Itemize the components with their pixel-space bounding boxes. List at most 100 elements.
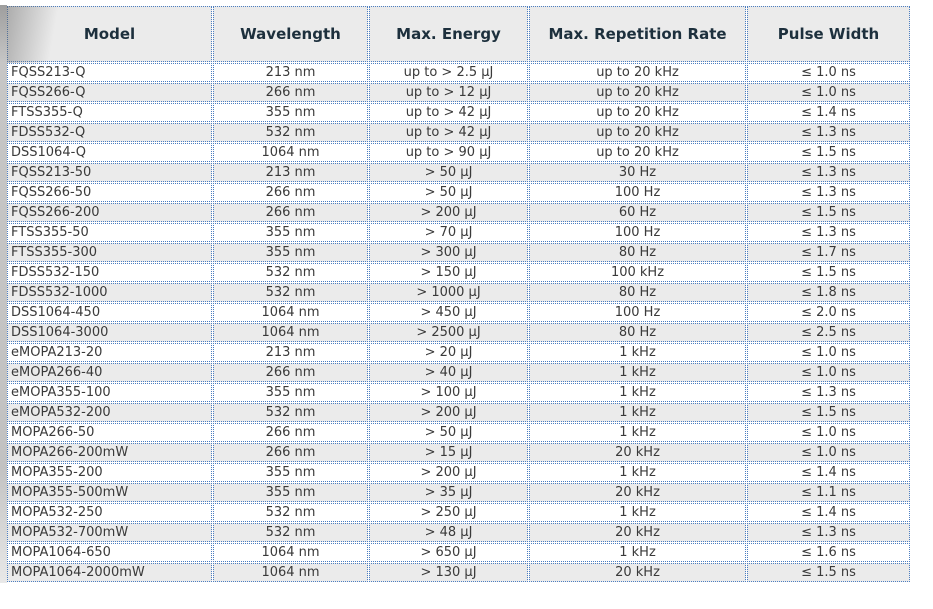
- table-cell: 266 nm: [213, 363, 368, 382]
- table-cell: 80 Hz: [529, 323, 746, 342]
- table-cell: > 200 µJ: [369, 463, 528, 482]
- table-cell: ≤ 1.5 ns: [747, 203, 910, 222]
- table-cell: 1 kHz: [529, 383, 746, 402]
- table-cell: 1064 nm: [213, 323, 368, 342]
- table-cell: 266 nm: [213, 443, 368, 462]
- table-cell: ≤ 1.4 ns: [747, 103, 910, 122]
- model-cell: MOPA355-200: [7, 463, 212, 482]
- table-cell: 532 nm: [213, 123, 368, 142]
- table-cell: > 40 µJ: [369, 363, 528, 382]
- table-cell: 213 nm: [213, 163, 368, 182]
- column-header-pulse-width: Pulse Width: [747, 6, 910, 62]
- model-cell: MOPA1064-650: [7, 543, 212, 562]
- table-row: MOPA266-50 266 nm > 50 µJ 1 kHz ≤ 1.0 ns: [7, 423, 910, 442]
- table-cell: ≤ 2.0 ns: [747, 303, 910, 322]
- table-cell: up to 20 kHz: [529, 83, 746, 102]
- table-cell: 266 nm: [213, 183, 368, 202]
- table-cell: ≤ 1.8 ns: [747, 283, 910, 302]
- table-cell: > 300 µJ: [369, 243, 528, 262]
- table-cell: ≤ 1.5 ns: [747, 143, 910, 162]
- table-cell: up to 20 kHz: [529, 143, 746, 162]
- table-cell: > 450 µJ: [369, 303, 528, 322]
- table-cell: up to > 90 µJ: [369, 143, 528, 162]
- table-cell: 1064 nm: [213, 563, 368, 582]
- table-row: eMOPA532-200 532 nm > 200 µJ 1 kHz ≤ 1.5 ns: [7, 403, 910, 422]
- table-cell: ≤ 1.1 ns: [747, 483, 910, 502]
- page-edge-shadow: [0, 5, 7, 583]
- table-cell: > 35 µJ: [369, 483, 528, 502]
- table-cell: ≤ 1.6 ns: [747, 543, 910, 562]
- table-cell: ≤ 1.5 ns: [747, 263, 910, 282]
- table-cell: up to > 42 µJ: [369, 103, 528, 122]
- column-header-wavelength: Wavelength: [213, 6, 368, 62]
- table-cell: 20 kHz: [529, 563, 746, 582]
- table-cell: > 200 µJ: [369, 403, 528, 422]
- table-cell: 100 Hz: [529, 183, 746, 202]
- table-cell: up to 20 kHz: [529, 123, 746, 142]
- table-cell: 20 kHz: [529, 523, 746, 542]
- table-row: DSS1064-3000 1064 nm > 2500 µJ 80 Hz ≤ 2.5 n…: [7, 323, 910, 342]
- column-header-model: Model: [7, 6, 212, 62]
- table-row: FDSS532-150 532 nm > 150 µJ 100 kHz ≤ 1.5 ns: [7, 263, 910, 282]
- table-cell: > 15 µJ: [369, 443, 528, 462]
- table-cell: ≤ 1.3 ns: [747, 123, 910, 142]
- table-cell: > 20 µJ: [369, 343, 528, 362]
- table-cell: > 2500 µJ: [369, 323, 528, 342]
- model-cell: eMOPA532-200: [7, 403, 212, 422]
- table-cell: 80 Hz: [529, 243, 746, 262]
- table-cell: ≤ 1.3 ns: [747, 523, 910, 542]
- table-cell: ≤ 1.0 ns: [747, 443, 910, 462]
- table-cell: 355 nm: [213, 463, 368, 482]
- table-cell: 1 kHz: [529, 463, 746, 482]
- table-cell: 532 nm: [213, 283, 368, 302]
- model-cell: FQSS266-50: [7, 183, 212, 202]
- table-cell: ≤ 1.0 ns: [747, 63, 910, 82]
- model-cell: DSS1064-3000: [7, 323, 212, 342]
- model-cell: MOPA532-250: [7, 503, 212, 522]
- table-cell: 355 nm: [213, 243, 368, 262]
- table-cell: ≤ 1.0 ns: [747, 83, 910, 102]
- table-cell: 532 nm: [213, 403, 368, 422]
- table-cell: > 150 µJ: [369, 263, 528, 282]
- table-cell: up to > 2.5 µJ: [369, 63, 528, 82]
- model-cell: MOPA355-500mW: [7, 483, 212, 502]
- table-row: FTSS355-300 355 nm > 300 µJ 80 Hz ≤ 1.7 ns: [7, 243, 910, 262]
- table-cell: 532 nm: [213, 503, 368, 522]
- table-row: FDSS532-Q 532 nm up to > 42 µJ up to 20 kHz…: [7, 123, 910, 142]
- column-header-max-energy: Max. Energy: [369, 6, 528, 62]
- table-row: FTSS355-50 355 nm > 70 µJ 100 Hz ≤ 1.3 ns: [7, 223, 910, 242]
- table-cell: 355 nm: [213, 383, 368, 402]
- table-cell: ≤ 1.3 ns: [747, 183, 910, 202]
- table-row: FQSS213-Q 213 nm up to > 2.5 µJ up to 20 kH…: [7, 63, 910, 82]
- table-row: FDSS532-1000 532 nm > 1000 µJ 80 Hz ≤ 1.8 ns: [7, 283, 910, 302]
- model-cell: eMOPA266-40: [7, 363, 212, 382]
- table-body: FQSS213-Q 213 nm up to > 2.5 µJ up to 20 kH…: [7, 63, 910, 582]
- model-cell: FDSS532-150: [7, 263, 212, 282]
- table-row: DSS1064-450 1064 nm > 450 µJ 100 Hz ≤ 2.0 ns: [7, 303, 910, 322]
- table-cell: up to 20 kHz: [529, 63, 746, 82]
- table-cell: 1 kHz: [529, 343, 746, 362]
- table-cell: ≤ 1.0 ns: [747, 363, 910, 382]
- table-cell: > 50 µJ: [369, 183, 528, 202]
- table-row: MOPA1064-2000mW 1064 nm > 130 µJ 20 kHz ≤ 1.…: [7, 563, 910, 582]
- table-cell: 1064 nm: [213, 303, 368, 322]
- table-cell: 20 kHz: [529, 483, 746, 502]
- model-cell: DSS1064-Q: [7, 143, 212, 162]
- table-cell: 1 kHz: [529, 403, 746, 422]
- model-cell: DSS1064-450: [7, 303, 212, 322]
- table-cell: 20 kHz: [529, 443, 746, 462]
- table-cell: ≤ 1.7 ns: [747, 243, 910, 262]
- table-cell: 1 kHz: [529, 503, 746, 522]
- table-row: FTSS355-Q 355 nm up to > 42 µJ up to 20 kHz…: [7, 103, 910, 122]
- table-cell: ≤ 1.3 ns: [747, 163, 910, 182]
- table-row: MOPA532-250 532 nm > 250 µJ 1 kHz ≤ 1.4 ns: [7, 503, 910, 522]
- model-cell: FTSS355-Q: [7, 103, 212, 122]
- table-cell: 266 nm: [213, 83, 368, 102]
- table-cell: > 50 µJ: [369, 163, 528, 182]
- table-cell: 355 nm: [213, 223, 368, 242]
- table-cell: > 250 µJ: [369, 503, 528, 522]
- table-cell: 1 kHz: [529, 543, 746, 562]
- model-cell: FQSS213-Q: [7, 63, 212, 82]
- table-cell: 1 kHz: [529, 363, 746, 382]
